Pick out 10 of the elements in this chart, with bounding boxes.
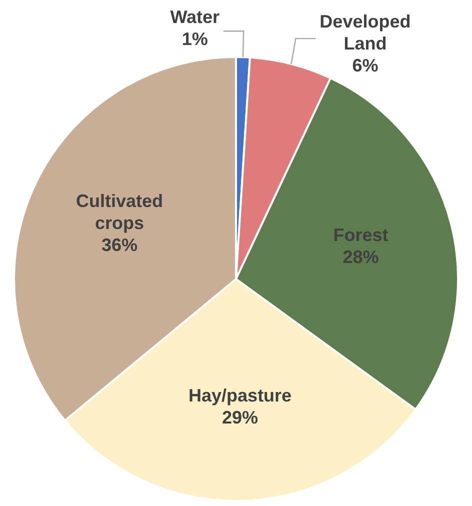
slice-label: Forest (333, 224, 388, 245)
slice-label: Developed Land (320, 12, 411, 54)
data-label: 28% (342, 246, 379, 267)
data-label: 1% (182, 29, 208, 50)
slice-label: Cultivated crops (76, 191, 163, 234)
data-label: 6% (352, 56, 378, 76)
slice-label: Water (170, 7, 220, 28)
data-label: 36% (101, 235, 138, 256)
slice-label: Hay/pasture (188, 386, 292, 406)
data-label: 29% (222, 408, 258, 428)
